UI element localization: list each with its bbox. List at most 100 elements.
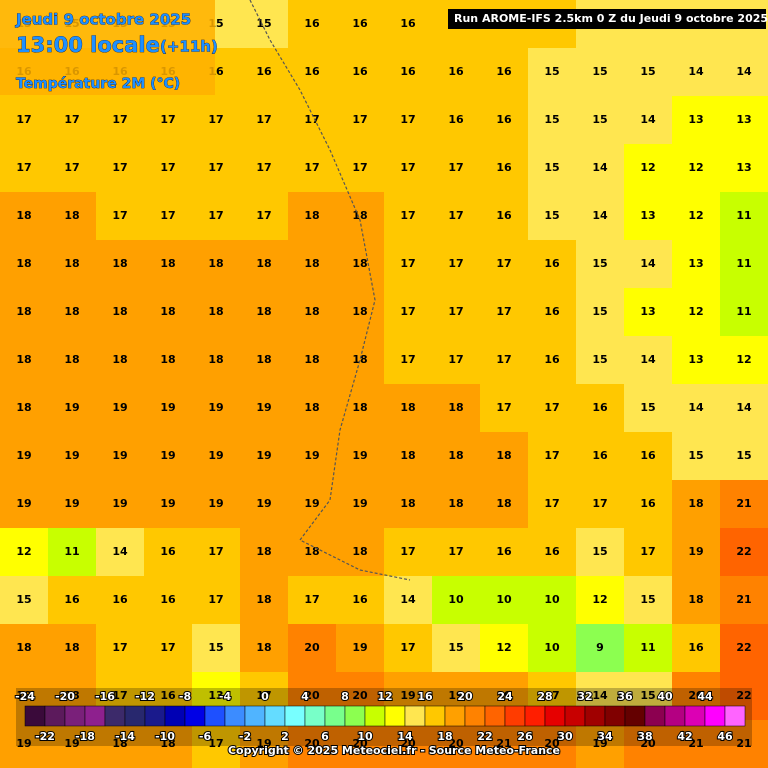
temperature-cell	[0, 288, 49, 337]
temperature-cell	[288, 384, 337, 433]
temperature-cell	[240, 528, 289, 577]
temperature-cell	[672, 624, 721, 673]
temperature-value: 17	[352, 113, 367, 126]
temperature-value: 19	[256, 449, 271, 462]
temperature-cell	[96, 720, 145, 768]
temperature-cell	[720, 288, 768, 337]
temperature-cell	[528, 624, 577, 673]
temperature-cell	[96, 240, 145, 289]
temperature-value: 12	[640, 161, 655, 174]
temperature-value: 18	[64, 257, 79, 270]
temperature-cell	[672, 288, 721, 337]
legend-swatch	[324, 705, 346, 727]
temperature-cell	[720, 48, 768, 97]
temperature-cell	[192, 240, 241, 289]
temperature-cell	[672, 192, 721, 241]
temperature-cell	[96, 144, 145, 193]
temperature-cell	[624, 384, 673, 433]
temperature-value: 15	[640, 593, 655, 606]
temperature-cell	[192, 96, 241, 145]
temperature-value: 21	[736, 593, 751, 606]
temperature-value: 11	[640, 641, 655, 654]
legend-label: -16	[95, 690, 115, 703]
temperature-cell	[144, 336, 193, 385]
legend-swatch	[84, 705, 106, 727]
legend-label: 6	[321, 730, 329, 743]
temperature-value: 18	[400, 497, 415, 510]
temperature-value: 17	[544, 449, 559, 462]
temperature-value: 19	[208, 497, 223, 510]
temperature-value: 15	[544, 161, 559, 174]
temperature-cell	[624, 192, 673, 241]
legend-swatch	[664, 705, 686, 727]
temperature-cell	[192, 528, 241, 577]
temperature-value: 16	[160, 689, 176, 702]
temperature-value: 18	[256, 641, 271, 654]
temperature-cell	[288, 144, 337, 193]
temperature-cell	[0, 528, 49, 577]
temperature-value: 12	[688, 305, 703, 318]
date: Jeudi 9 octobre 2025	[15, 11, 191, 29]
temperature-cell	[288, 720, 337, 768]
temperature-value: 19	[64, 401, 79, 414]
temperature-value: 19	[160, 497, 175, 510]
temperature-value: 20	[400, 737, 416, 750]
temperature-cell	[192, 480, 241, 529]
temperature-value: 18	[304, 209, 319, 222]
temperature-value: 19	[400, 689, 415, 702]
temperature-cell	[384, 720, 433, 768]
temperature-value: 14	[736, 401, 752, 414]
temperature-value: 19	[352, 449, 367, 462]
temperature-cell	[480, 384, 529, 433]
temperature-cell	[480, 576, 529, 625]
temperature-value: 18	[208, 257, 223, 270]
temperature-value: 16	[400, 17, 416, 30]
temperature-cell	[720, 576, 768, 625]
temperature-value: 14	[592, 689, 608, 702]
temperature-cell	[432, 96, 481, 145]
temperature-cell	[48, 192, 97, 241]
temperature-value: 18	[352, 353, 367, 366]
legend-label: -14	[115, 730, 135, 743]
temperature-cell	[0, 240, 49, 289]
temperature-value: 17	[400, 353, 415, 366]
temperature-cell	[48, 528, 97, 577]
legend-label: 4	[301, 690, 309, 703]
temperature-cell	[192, 192, 241, 241]
temperature-value: 17	[208, 593, 223, 606]
temperature-value: 17	[208, 113, 223, 126]
temperature-cell	[144, 192, 193, 241]
temperature-value: 17	[448, 209, 463, 222]
legend-swatch	[204, 705, 226, 727]
temperature-value: 13	[688, 113, 703, 126]
temperature-value: 16	[640, 449, 656, 462]
temperature-value: 15	[688, 449, 703, 462]
temperature-cell	[240, 432, 289, 481]
temperature-cell	[336, 336, 385, 385]
temperature-cell	[528, 144, 577, 193]
temperature-cell	[432, 144, 481, 193]
temperature-value: 11	[64, 545, 79, 558]
temperature-cell	[720, 240, 768, 289]
temperature-cell	[144, 288, 193, 337]
temperature-cell	[96, 288, 145, 337]
temperature-cell	[672, 720, 721, 768]
temperature-value: 16	[64, 593, 80, 606]
temperature-cell	[480, 720, 529, 768]
temperature-value: 13	[736, 161, 751, 174]
legend-label: 16	[417, 690, 433, 703]
temperature-value: 21	[736, 497, 751, 510]
temperature-cell	[624, 480, 673, 529]
parameter: Température 2M (°C)	[16, 76, 180, 92]
temperature-value: 17	[16, 113, 31, 126]
temperature-cell	[0, 624, 49, 673]
temperature-cell	[384, 240, 433, 289]
temperature-value: 18	[352, 305, 367, 318]
legend-label: -18	[75, 730, 95, 743]
temperature-value: 22	[736, 689, 751, 702]
temperature-value: 17	[256, 161, 271, 174]
legend-swatch	[224, 705, 246, 727]
temperature-cell	[336, 240, 385, 289]
legend-label: -6	[199, 730, 212, 743]
temperature-value: 20	[304, 641, 320, 654]
